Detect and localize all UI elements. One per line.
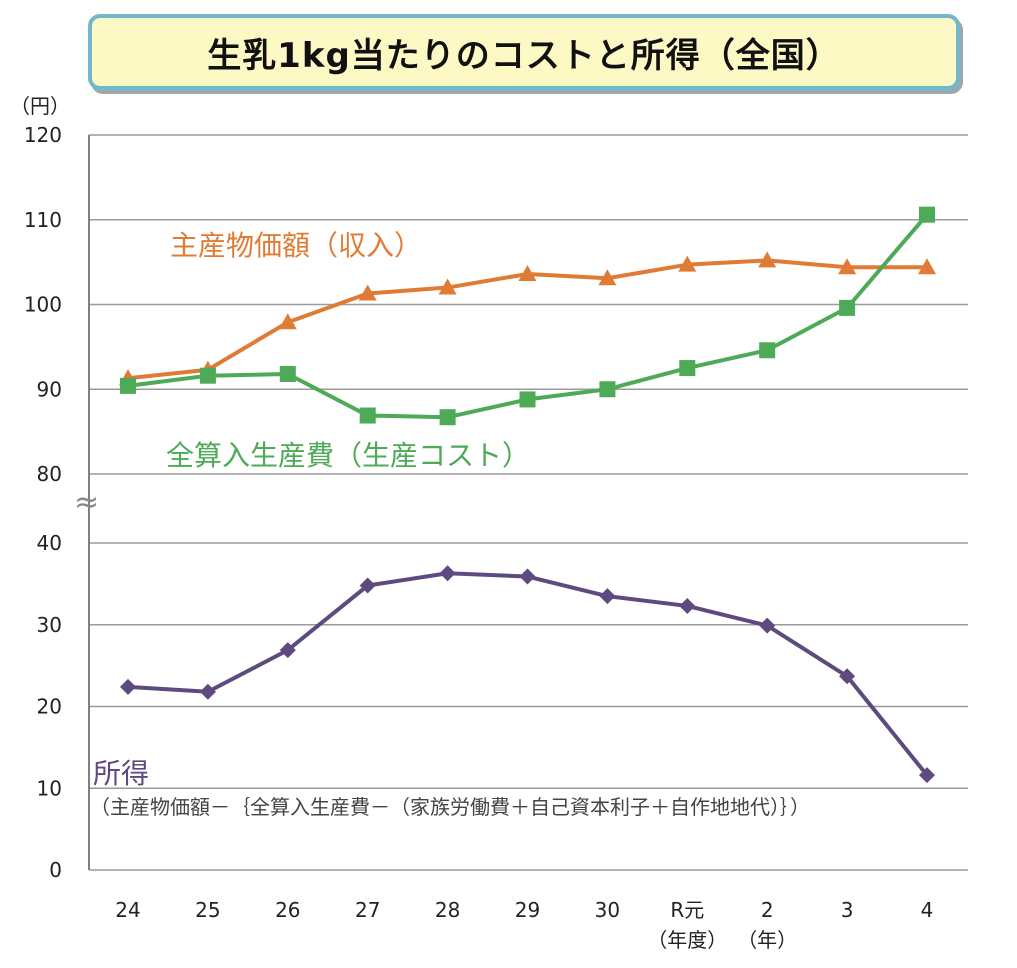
y-axis-unit: （円） <box>10 94 70 118</box>
series-lines <box>127 213 929 777</box>
data-point-square <box>279 365 296 382</box>
y-tick-labels: 80 90 100 110 120 0 10 20 30 40 <box>24 123 62 882</box>
series-markers <box>119 206 936 784</box>
chart-title: 生乳1kg当たりのコストと所得（全国） <box>207 35 841 76</box>
data-point-square <box>599 381 616 398</box>
x-tick-labels: 24 25 26 27 28 29 30 R元 （年度） 2 （年） 3 4 <box>115 898 933 952</box>
data-point-square <box>839 299 856 316</box>
y-tick-label: 110 <box>24 208 62 232</box>
data-point-triangle <box>918 258 936 275</box>
data-point-triangle <box>678 255 697 272</box>
data-point-square <box>199 367 216 384</box>
y-tick-label: 30 <box>37 613 62 637</box>
data-point-diamond <box>759 617 776 634</box>
x-tick-label: 28 <box>435 898 460 922</box>
x-tick-label: 4 <box>921 898 934 922</box>
x-tick-label: 24 <box>115 898 140 922</box>
y-tick-label: 100 <box>24 293 62 317</box>
income-series-label: 主産物価額（収入） <box>170 229 422 262</box>
x-tick-label: 2 <box>761 898 774 922</box>
x-tick-label: 3 <box>841 898 854 922</box>
y-tick-label: 0 <box>49 858 62 882</box>
axis-break-symbol: ≈ <box>74 485 99 520</box>
data-point-diamond <box>919 767 935 784</box>
data-point-triangle <box>438 278 457 295</box>
profit-formula-note: （主産物価額－｛全算入生産費－（家族労働費＋自己資本利子＋自作地地代）｝） <box>90 795 810 819</box>
data-point-diamond <box>279 642 296 659</box>
data-point-square <box>759 342 776 359</box>
x-tick-label: R元 <box>670 898 704 922</box>
data-point-triangle <box>518 264 537 281</box>
gridlines <box>89 134 968 871</box>
cost-series-label: 全算入生産費（生産コスト） <box>166 439 530 472</box>
data-point-diamond <box>519 568 536 585</box>
y-tick-label: 40 <box>37 531 62 555</box>
data-point-triangle <box>838 258 857 275</box>
data-point-square <box>919 206 935 223</box>
y-tick-label: 120 <box>24 123 62 147</box>
data-point-square <box>359 407 376 424</box>
data-point-triangle <box>278 313 297 330</box>
x-tick-sublabel: （年度） <box>647 928 727 952</box>
data-point-diamond <box>359 577 376 594</box>
x-tick-label: 25 <box>195 898 220 922</box>
data-point-square <box>120 377 136 394</box>
data-point-square <box>519 391 536 408</box>
chart-title-box: 生乳1kg当たりのコストと所得（全国） <box>88 14 960 90</box>
x-tick-label: 27 <box>355 898 380 922</box>
y-tick-label: 90 <box>37 377 62 401</box>
data-point-diamond <box>439 565 456 582</box>
data-point-triangle <box>598 269 617 286</box>
y-tick-label: 80 <box>37 462 62 486</box>
data-point-diamond <box>679 597 696 614</box>
data-point-triangle <box>358 284 377 301</box>
data-point-diamond <box>120 678 136 695</box>
x-tick-sublabel: （年） <box>737 928 797 952</box>
y-tick-label: 20 <box>37 695 62 719</box>
data-point-diamond <box>199 683 216 700</box>
data-point-triangle <box>758 251 777 268</box>
x-tick-label: 26 <box>275 898 300 922</box>
series-line-diamond <box>127 571 929 777</box>
data-point-diamond <box>599 588 616 605</box>
x-tick-label: 30 <box>595 898 620 922</box>
data-point-square <box>679 360 696 377</box>
profit-series-label: 所得 <box>93 757 149 790</box>
y-tick-label: 10 <box>37 776 62 800</box>
data-point-square <box>439 409 456 426</box>
x-tick-label: 29 <box>515 898 540 922</box>
data-point-diamond <box>839 668 856 685</box>
